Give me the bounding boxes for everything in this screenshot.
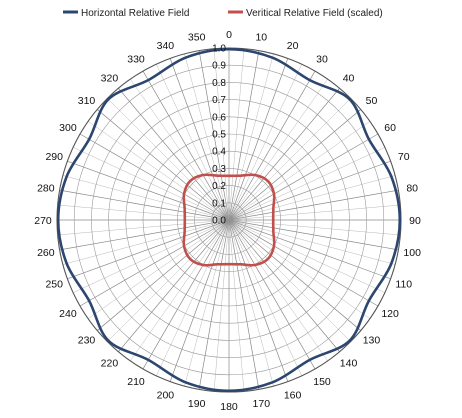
angle-tick-label: 110 (395, 278, 412, 290)
series-line-1 (182, 173, 276, 267)
radial-gridline (125, 116, 333, 324)
radial-tick-label: 0.7 (212, 95, 226, 106)
angle-tick-label: 310 (78, 95, 96, 107)
angle-tick-label: 260 (37, 247, 55, 259)
angle-tick-label: 270 (34, 215, 52, 227)
angle-tick-label: 50 (366, 95, 378, 107)
angle-tick-label: 80 (406, 183, 418, 195)
radial-tick-label: 1.0 (212, 44, 226, 55)
angle-tick-label: 350 (188, 32, 206, 44)
radial-tick-label: 0.5 (212, 130, 226, 141)
angle-tick-label: 10 (255, 32, 267, 44)
angle-tick-label: 70 (398, 151, 410, 163)
radial-tick-label: 0.9 (212, 61, 226, 72)
radial-gridline (142, 133, 316, 307)
angle-tick-label: 30 (316, 54, 328, 66)
angle-tick-label: 130 (363, 334, 381, 346)
angle-tick-label: 180 (220, 401, 238, 413)
radial-tick-label: 0.2 (212, 181, 226, 192)
angle-tick-label: 100 (403, 247, 421, 259)
radial-tick-labels: 0.0 0.1 0.2 0.3 0.4 0.5 0.6 0.7 0.8 0.9 1.0 (212, 44, 226, 227)
radial-tick-label: 0.3 (212, 164, 226, 175)
angle-tick-label: 300 (59, 122, 77, 134)
radial-gridline (159, 150, 299, 290)
angle-tick-label: 200 (157, 390, 175, 402)
angle-tick-label: 0 (226, 29, 232, 41)
angle-tick-label: 280 (37, 183, 55, 195)
radial-tick-label: 0.8 (212, 78, 226, 89)
angle-tick-label: 120 (381, 308, 399, 320)
series-layer (56, 47, 402, 393)
radial-tick-label: 0.4 (212, 147, 226, 158)
radial-tick-label: 0.6 (212, 112, 226, 123)
angle-tick-label: 170 (253, 398, 271, 410)
radial-gridline (211, 202, 247, 238)
angle-tick-label: 40 (343, 72, 355, 84)
angle-tick-label: 230 (78, 334, 96, 346)
angle-tick-label: 250 (45, 278, 63, 290)
angle-tick-label: 330 (127, 54, 145, 66)
angle-tick-labels: 0 10 20 30 40 50 60 70 80 90 100 110 120 130 140 150 160… (34, 29, 421, 413)
angle-tick-label: 20 (287, 40, 299, 52)
angle-tick-label: 90 (409, 215, 421, 227)
legend: Horizontal Relative Field Veritical Rela… (63, 8, 383, 19)
radial-tick-label: 0.0 (212, 216, 226, 227)
angle-tick-label: 320 (101, 72, 119, 84)
radial-gridline (194, 185, 264, 255)
angle-tick-label: 340 (157, 40, 175, 52)
legend-label-horizontal: Horizontal Relative Field (81, 8, 189, 19)
angle-tick-label: 210 (127, 376, 145, 388)
radial-gridline (108, 99, 350, 341)
angle-tick-label: 140 (340, 357, 358, 369)
radial-gridline (73, 64, 385, 376)
series-line-0 (56, 47, 402, 393)
angle-tick-label: 290 (45, 151, 63, 163)
angle-tick-label: 190 (188, 398, 206, 410)
angle-tick-label: 60 (384, 122, 396, 134)
legend-label-vertical: Veritical Relative Field (scaled) (246, 8, 383, 19)
angle-tick-label: 220 (101, 357, 119, 369)
radial-tick-label: 0.1 (212, 198, 226, 209)
angle-tick-label: 160 (284, 390, 302, 402)
angle-tick-label: 150 (313, 376, 331, 388)
angle-tick-label: 240 (59, 308, 77, 320)
radial-gridline (177, 168, 281, 272)
radial-gridline (91, 82, 367, 358)
